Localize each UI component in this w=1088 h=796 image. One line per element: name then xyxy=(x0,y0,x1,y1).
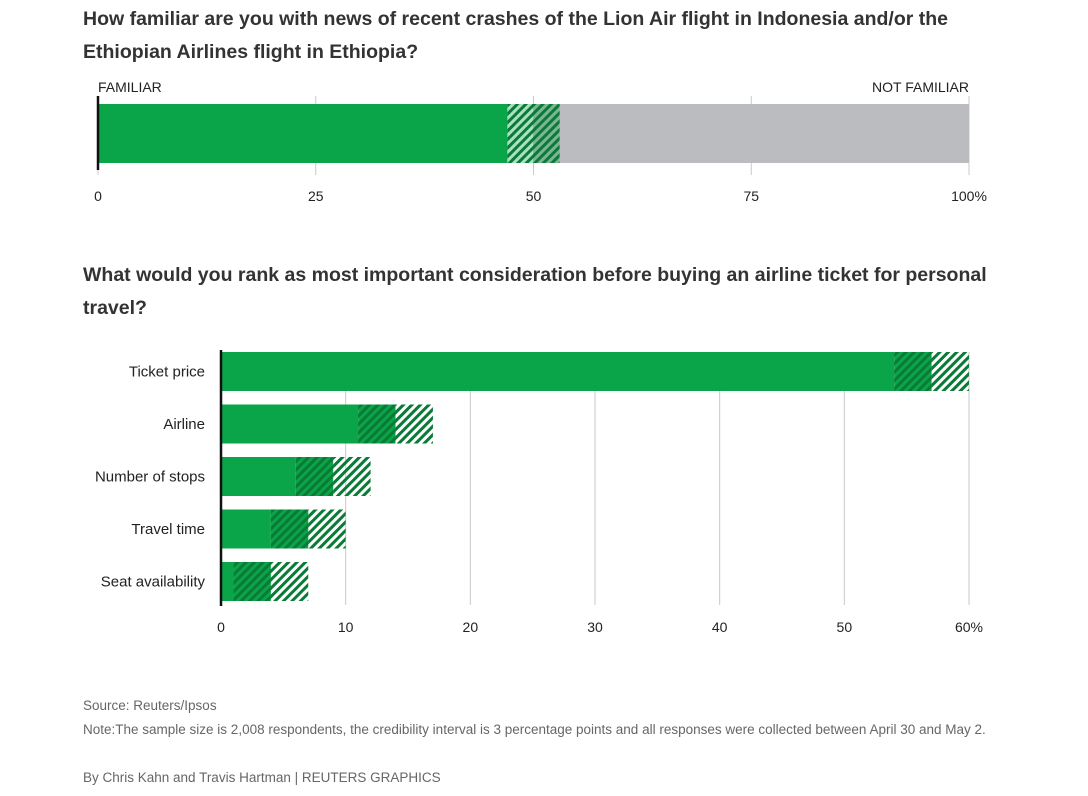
x-tick-label: 10 xyxy=(338,619,354,635)
interval-upper xyxy=(308,509,346,549)
bar xyxy=(221,509,271,549)
label-not-familiar: NOT FAMILIAR xyxy=(872,79,969,95)
x-tick-label: 25 xyxy=(308,188,324,204)
category-label: Number of stops xyxy=(95,469,205,486)
x-tick-label: 0 xyxy=(217,619,225,635)
bar-familiar xyxy=(98,104,508,163)
x-tick-label: 40 xyxy=(712,619,728,635)
credibility-interval xyxy=(507,104,560,163)
interval-upper xyxy=(395,404,433,444)
label-familiar: FAMILIAR xyxy=(98,79,162,95)
source-note: Source: Reuters/Ipsos xyxy=(83,698,217,713)
footnote: Note:The sample size is 2,008 respondent… xyxy=(83,722,986,737)
category-label: Travel time xyxy=(131,521,205,538)
bar xyxy=(221,352,895,391)
interval-lower xyxy=(894,352,932,391)
byline: By Chris Kahn and Travis Hartman | REUTE… xyxy=(83,770,441,785)
interval-lower xyxy=(233,562,271,601)
category-label: Airline xyxy=(163,416,205,433)
interval-lower xyxy=(295,457,334,496)
bar xyxy=(221,457,296,496)
x-tick-label: 100% xyxy=(951,188,987,204)
x-tick-label: 0 xyxy=(94,188,102,204)
chart2-title: What would you rank as most important co… xyxy=(83,264,987,319)
interval-lower xyxy=(358,404,396,444)
interval-lower xyxy=(270,509,309,549)
familiarity-chart: FAMILIAR NOT FAMILIAR 0 25 50 75 100% xyxy=(94,79,987,204)
x-tick-label: 30 xyxy=(587,619,603,635)
interval-upper xyxy=(333,457,371,496)
interval-upper xyxy=(931,352,969,391)
category-label: Ticket price xyxy=(129,364,205,381)
x-tick-label: 50 xyxy=(526,188,542,204)
category-label: Seat availability xyxy=(101,574,206,591)
bar xyxy=(221,562,234,601)
bar-not-familiar xyxy=(533,104,969,163)
x-tick-label: 75 xyxy=(743,188,759,204)
bar xyxy=(221,404,359,444)
x-tick-label: 60% xyxy=(955,619,983,635)
chart1-title: How familiar are you with news of recent… xyxy=(83,8,948,63)
interval-upper xyxy=(270,562,309,601)
x-tick-label: 20 xyxy=(463,619,479,635)
x-tick-label: 50 xyxy=(837,619,853,635)
